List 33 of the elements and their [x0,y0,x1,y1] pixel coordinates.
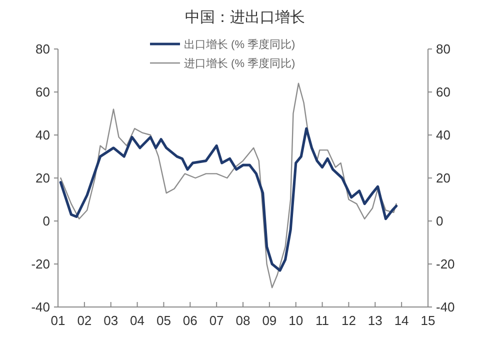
y-tick-label: 0 [42,214,50,229]
x-tick-label: 08 [236,313,250,328]
x-tick-label: 03 [104,313,118,328]
x-tick-label: 02 [77,313,92,328]
x-tick-label: 06 [182,313,198,328]
y2-tick-label: -40 [436,300,455,315]
y-tick-label: -20 [31,256,50,272]
x-tick-label: 09 [262,313,277,328]
y-tick-label: 80 [36,42,50,57]
line-series [59,127,398,272]
x-tick-label: 07 [209,313,224,328]
y2-tick-label: 0 [436,214,444,229]
y2-tick-label: -20 [436,256,455,272]
x-tick-label: 14 [394,313,409,328]
chart-title: 中国：进出口增长 [185,9,305,26]
x-tick-label: 12 [341,313,356,328]
legend-label: 进口增长 (% 季度同比) [184,56,296,70]
legend-label: 出口增长 (% 季度同比) [184,38,296,51]
x-tick-label: 04 [130,313,145,328]
y2-tick-label: 20 [436,170,450,186]
y-tick-label: -40 [31,300,50,315]
y-tick-label: 60 [36,84,50,100]
y2-tick-label: 60 [436,84,450,100]
y-tick-label: 40 [36,128,50,143]
x-tick-label: 05 [156,313,171,328]
y2-tick-label: 40 [436,128,450,143]
x-tick-label: 10 [288,313,304,328]
y2-tick-label: 80 [436,42,450,57]
x-tick-label: 01 [50,313,66,328]
x-tick-label: 15 [420,313,436,328]
y-tick-label: 20 [36,170,50,186]
x-tick-label: 13 [368,313,382,328]
x-tick-label: 11 [316,313,330,328]
